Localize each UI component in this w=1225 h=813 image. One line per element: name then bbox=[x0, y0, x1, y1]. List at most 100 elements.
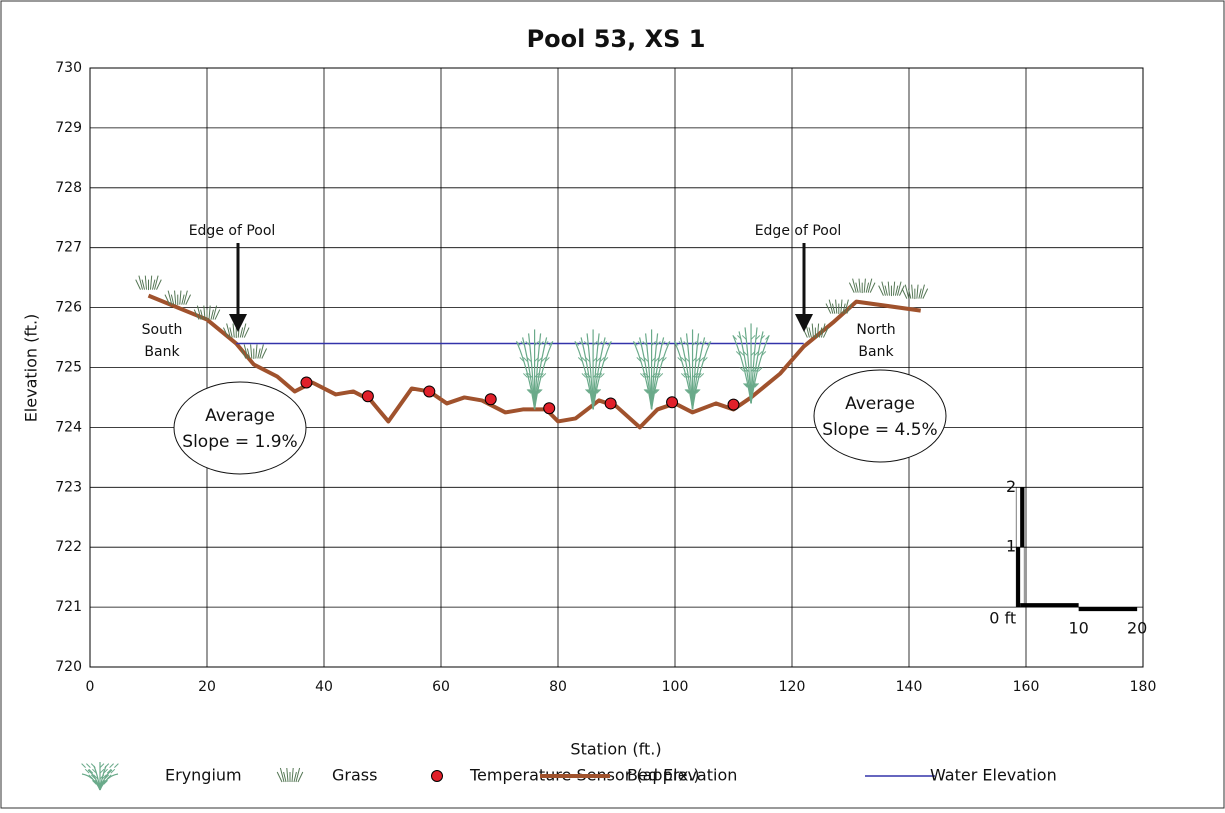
grass-blade bbox=[863, 278, 866, 293]
eryngium-leaf bbox=[757, 367, 763, 372]
eryngium-leaf bbox=[586, 389, 592, 394]
grass-blade bbox=[167, 290, 173, 305]
eryngium-leaf bbox=[743, 383, 748, 388]
eryngium-leaf bbox=[683, 373, 689, 378]
grass-blade bbox=[240, 348, 247, 359]
annotation: Bank bbox=[858, 344, 894, 360]
grass-blade bbox=[911, 284, 914, 299]
grass-blade bbox=[811, 323, 814, 338]
eryngium-leaf bbox=[658, 357, 664, 362]
eryngium-leaf bbox=[656, 341, 661, 346]
annotation: Average bbox=[845, 394, 915, 414]
eryngium-leaf bbox=[545, 357, 550, 362]
eryngium-leaf bbox=[93, 774, 98, 780]
y-tick-label: 726 bbox=[55, 300, 82, 316]
y-tick-label: 723 bbox=[55, 479, 82, 495]
grass-blade bbox=[261, 348, 268, 359]
grass-blade bbox=[144, 275, 147, 290]
grass-blade bbox=[138, 275, 143, 290]
grass-blade bbox=[881, 281, 886, 296]
sensor-point bbox=[666, 396, 679, 409]
eryngium-leaf bbox=[543, 341, 549, 346]
eryngium-leaf bbox=[539, 341, 544, 346]
grass-blade bbox=[904, 284, 910, 299]
eryngium-leaf bbox=[529, 389, 534, 394]
grass-blade bbox=[154, 275, 159, 290]
eryngium-leaf bbox=[642, 373, 648, 378]
eryngium-leaf bbox=[548, 341, 554, 346]
grass-blade bbox=[892, 281, 896, 296]
eryngium-leaf bbox=[651, 341, 656, 346]
eryngium-leaf bbox=[739, 351, 745, 356]
grass-blade bbox=[920, 284, 925, 299]
eryngium-leaf bbox=[678, 341, 684, 346]
eryngium-leaf bbox=[701, 341, 707, 346]
grass-blade bbox=[246, 348, 251, 359]
eryngium-leaf bbox=[88, 768, 94, 774]
eryngium-leaf bbox=[750, 335, 756, 340]
grass-blade bbox=[250, 344, 253, 359]
grass-blade bbox=[283, 771, 287, 783]
chart-title: Pool 53, XS 1 bbox=[527, 25, 706, 53]
eryngium-stem bbox=[651, 341, 671, 410]
y-tick-label: 727 bbox=[55, 240, 82, 256]
eryngium-leaf bbox=[103, 780, 108, 785]
eryngium-leaf bbox=[110, 768, 116, 774]
eryngium-leaf bbox=[685, 373, 691, 378]
eryngium-leaf bbox=[644, 373, 650, 378]
eryngium-stem bbox=[691, 341, 712, 410]
eryngium-leaf bbox=[686, 389, 692, 394]
eryngium-leaf bbox=[760, 335, 766, 340]
eryngium-leaf bbox=[702, 357, 708, 362]
grass-blade bbox=[156, 279, 162, 290]
eryngium-leaf bbox=[732, 335, 738, 340]
eryngium-leaf bbox=[583, 341, 589, 346]
eryngium-leaf bbox=[523, 373, 528, 378]
eryngium-leaf bbox=[640, 373, 645, 378]
grass-blade bbox=[831, 303, 836, 314]
eryngium-leaf bbox=[741, 367, 747, 372]
eryngium-leaf bbox=[103, 768, 108, 774]
scale-bar-label: 20 bbox=[1127, 619, 1147, 638]
eryngium-leaf bbox=[577, 357, 583, 362]
eryngium-leaf bbox=[526, 357, 532, 362]
arrow-head bbox=[795, 314, 813, 332]
eryngium-leaf bbox=[695, 389, 701, 394]
grass-blade bbox=[808, 327, 812, 338]
arrow-head bbox=[229, 314, 247, 332]
sensor-point bbox=[300, 376, 313, 389]
eryngium-leaf bbox=[743, 351, 748, 356]
eryngium-leaf bbox=[525, 341, 531, 346]
eryngium-leaf bbox=[99, 768, 105, 774]
annotation: Slope = 4.5% bbox=[822, 420, 937, 440]
eryngium-leaf bbox=[93, 780, 98, 785]
grass-blade bbox=[174, 290, 177, 305]
callout-ellipse bbox=[813, 369, 947, 463]
x-tick-label: 60 bbox=[432, 679, 450, 695]
grass-blade bbox=[212, 305, 218, 320]
y-tick-label: 724 bbox=[55, 419, 82, 435]
eryngium-leaf bbox=[106, 768, 112, 774]
grass-blade bbox=[852, 278, 857, 293]
eryngium-leaf bbox=[92, 768, 97, 774]
plot-border bbox=[89, 67, 1144, 668]
eryngium-leaf bbox=[643, 357, 649, 362]
grass-blade bbox=[185, 294, 192, 305]
eryngium-leaf bbox=[640, 357, 645, 362]
eryngium-stem bbox=[750, 335, 770, 404]
x-tick-label: 180 bbox=[1130, 679, 1157, 695]
eryngium-leaf bbox=[106, 774, 112, 780]
grass-blade bbox=[183, 290, 188, 305]
legend-label: Water Elevation bbox=[930, 766, 1057, 785]
eryngium-leaf bbox=[637, 341, 643, 346]
eryngium-leaf bbox=[515, 341, 521, 346]
y-tick-label: 728 bbox=[55, 180, 82, 196]
eryngium-leaf bbox=[84, 768, 90, 774]
grass-blade bbox=[916, 284, 919, 299]
grass-blade bbox=[226, 323, 231, 338]
grass-blade bbox=[828, 299, 834, 314]
grass-blade bbox=[825, 303, 832, 314]
y-tick-label: 730 bbox=[55, 60, 82, 76]
scale-bar-label: 10 bbox=[1068, 619, 1088, 638]
